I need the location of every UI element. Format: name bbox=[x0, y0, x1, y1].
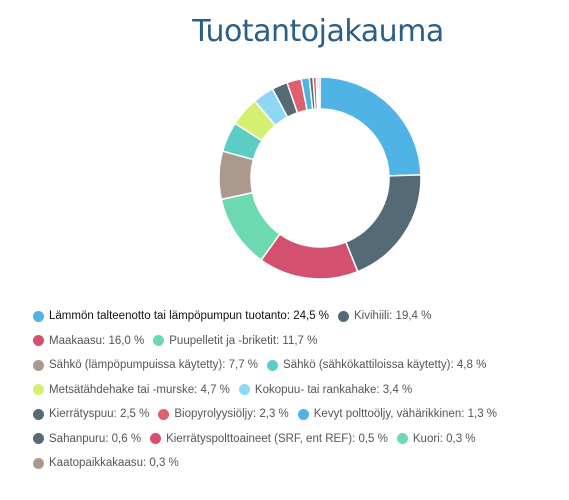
legend-item[interactable]: Kevyt polttoöljy, vähärikkinen: 1,3 % bbox=[297, 408, 498, 421]
legend-swatch bbox=[33, 433, 44, 445]
legend-label: Maakaasu: 16,0 % bbox=[49, 334, 145, 347]
legend-row: Sahanpuru: 0,6 % Kierrätyspolttoaineet (S… bbox=[33, 427, 563, 452]
legend-swatch bbox=[238, 384, 250, 396]
legend-label: Kierrätyspolttoaineet (SRF, ent REF): 0,… bbox=[166, 432, 388, 445]
legend-item[interactable]: Kaatopaikkakaasu: 0,3 % bbox=[33, 457, 179, 469]
donut-slice[interactable] bbox=[317, 76, 321, 110]
legend-label: Kevyt polttoöljy, vähärikkinen: 1,3 % bbox=[313, 408, 498, 421]
legend-swatch bbox=[33, 359, 44, 371]
legend-item[interactable]: Sähkö (sähkökattiloissa käytetty): 4,8 % bbox=[267, 359, 486, 371]
legend-swatch bbox=[33, 335, 44, 347]
legend-label: Kuori: 0,3 % bbox=[412, 432, 476, 445]
legend-swatch bbox=[338, 310, 350, 322]
chart-legend: Lämmön talteenotto tai lämpöpumpun tuota… bbox=[33, 304, 563, 476]
legend-row: Kierrätyspuu: 2,5 % Biopyrolyysiöljy: 2,3… bbox=[33, 402, 563, 427]
legend-item[interactable]: Kokopuu- tai rankahake: 3,4 % bbox=[238, 383, 413, 396]
legend-row: Sähkö (lämpöpumpuissa käytetty): 7,7 % Sä… bbox=[33, 353, 563, 378]
legend-item[interactable]: Kuori: 0,3 % bbox=[396, 432, 476, 445]
legend-swatch bbox=[158, 408, 170, 420]
legend-item[interactable]: Maakaasu: 16,0 % bbox=[33, 335, 144, 347]
donut-slice[interactable] bbox=[319, 76, 422, 177]
legend-row: Metsätähdehake tai -murske: 4,7 % Kokopuu… bbox=[33, 378, 563, 403]
legend-swatch bbox=[297, 408, 309, 420]
legend-label: Metsätähdehake tai -murske: 4,7 % bbox=[49, 383, 230, 396]
donut-slice[interactable] bbox=[345, 174, 422, 273]
legend-label: Lämmön talteenotto tai lämpöpumpun tuota… bbox=[49, 310, 330, 323]
legend-swatch bbox=[33, 408, 44, 420]
legend-label: Sähkö (lämpöpumpuissa käytetty): 7,7 % bbox=[49, 359, 259, 372]
legend-label: Sähkö (sähkökattiloissa käytetty): 4,8 % bbox=[283, 359, 487, 372]
legend-swatch bbox=[150, 433, 162, 445]
legend-item[interactable]: Sähkö (lämpöpumpuissa käytetty): 7,7 % bbox=[33, 359, 258, 371]
legend-row: Maakaasu: 16,0 % Puupelletit ja -briketit… bbox=[33, 329, 563, 354]
legend-label: Sahanpuru: 0,6 % bbox=[49, 432, 142, 445]
legend-item[interactable]: Kierrätyspuu: 2,5 % bbox=[33, 408, 149, 420]
legend-swatch bbox=[33, 457, 44, 469]
donut-chart bbox=[218, 76, 422, 280]
legend-item[interactable]: Kierrätyspolttoaineet (SRF, ent REF): 0,… bbox=[150, 433, 388, 445]
legend-swatch bbox=[33, 384, 44, 396]
chart-title: Tuotantojakauma bbox=[192, 14, 444, 49]
legend-item[interactable]: Metsätähdehake tai -murske: 4,7 % bbox=[33, 384, 230, 396]
legend-row: Lämmön talteenotto tai lämpöpumpun tuota… bbox=[33, 304, 563, 329]
legend-label: Kaatopaikkakaasu: 0,3 % bbox=[49, 457, 179, 470]
legend-item[interactable]: Puupelletit ja -briketit: 11,7 % bbox=[153, 335, 317, 347]
legend-label: Kierrätyspuu: 2,5 % bbox=[49, 408, 150, 421]
legend-swatch bbox=[267, 359, 279, 371]
legend-item[interactable]: Biopyrolyysiöljy: 2,3 % bbox=[158, 408, 289, 421]
legend-label: Kokopuu- tai rankahake: 3,4 % bbox=[254, 383, 413, 396]
legend-swatch bbox=[33, 310, 44, 322]
legend-item[interactable]: Lämmön talteenotto tai lämpöpumpun tuota… bbox=[33, 310, 329, 322]
legend-swatch bbox=[153, 335, 165, 347]
legend-swatch bbox=[396, 433, 408, 445]
legend-row: Kaatopaikkakaasu: 0,3 % bbox=[33, 451, 563, 476]
legend-item[interactable]: Kivihiili: 19,4 % bbox=[338, 310, 431, 322]
legend-label: Kivihiili: 19,4 % bbox=[354, 310, 432, 323]
legend-label: Biopyrolyysiöljy: 2,3 % bbox=[174, 408, 289, 421]
legend-item[interactable]: Sahanpuru: 0,6 % bbox=[33, 433, 141, 445]
legend-label: Puupelletit ja -briketit: 11,7 % bbox=[169, 334, 318, 347]
